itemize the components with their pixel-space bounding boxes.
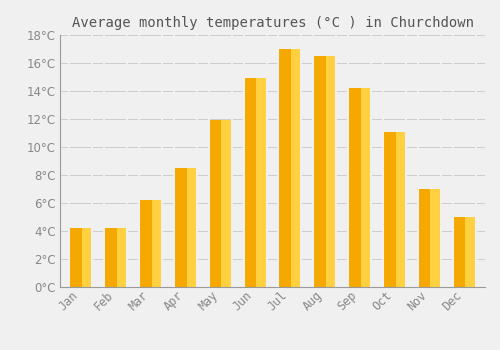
Bar <box>430 189 440 287</box>
Bar <box>70 228 82 287</box>
Bar <box>140 200 151 287</box>
Bar <box>104 228 117 287</box>
Bar <box>383 132 396 287</box>
Bar <box>209 120 222 287</box>
Bar <box>174 168 186 287</box>
Bar <box>222 120 232 287</box>
Bar <box>326 56 336 287</box>
Bar <box>396 132 406 287</box>
Bar <box>453 217 465 287</box>
Bar <box>348 88 360 287</box>
Bar <box>278 49 291 287</box>
Bar <box>186 168 196 287</box>
Title: Average monthly temperatures (°C ) in Churchdown: Average monthly temperatures (°C ) in Ch… <box>72 16 473 30</box>
Bar <box>291 49 301 287</box>
Bar <box>418 189 430 287</box>
Bar <box>82 228 92 287</box>
Bar <box>465 217 475 287</box>
Bar <box>314 56 326 287</box>
Bar <box>244 78 256 287</box>
Bar <box>117 228 127 287</box>
Bar <box>256 78 266 287</box>
Bar <box>152 200 162 287</box>
Bar <box>360 88 371 287</box>
